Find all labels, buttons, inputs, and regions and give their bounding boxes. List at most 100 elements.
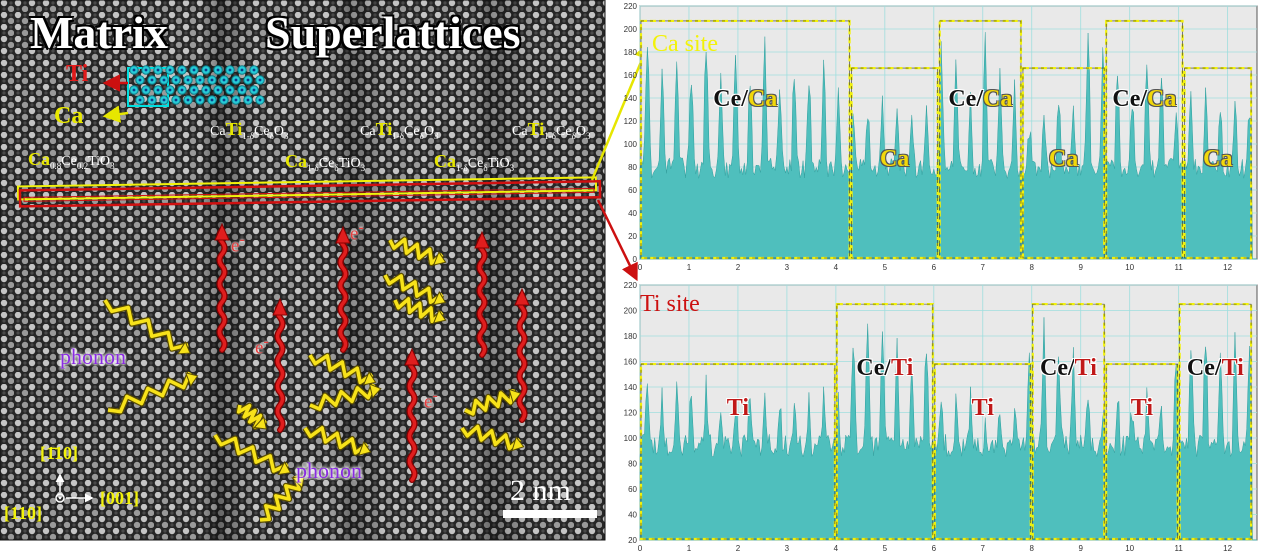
region-label-element: Ti xyxy=(726,395,750,421)
region-label: Ce/Ti xyxy=(1187,356,1244,380)
superlattices-title: Superlattices xyxy=(265,7,521,58)
y-tick-label: 100 xyxy=(624,434,638,443)
region-label: Ca xyxy=(880,147,909,171)
model-atom-core xyxy=(240,88,244,92)
model-atom-core xyxy=(246,78,250,82)
electron-path-core xyxy=(275,303,285,432)
region-label-slash: / xyxy=(1214,355,1222,381)
intensity-area xyxy=(639,317,1257,541)
direction-up-label: [1̄10] xyxy=(40,443,78,463)
region-label-element: Ti xyxy=(1074,355,1097,381)
y-tick-label: 140 xyxy=(624,94,638,103)
region-label: Ca xyxy=(1049,147,1078,171)
model-atom-core xyxy=(240,68,244,72)
phonon-path-core xyxy=(213,434,289,473)
electron-path-core xyxy=(407,353,417,482)
x-tick-label: 3 xyxy=(785,544,790,553)
phonon-arrowhead xyxy=(176,340,191,355)
x-tick-label: 11 xyxy=(1174,544,1183,553)
electron-path-core xyxy=(217,228,227,352)
model-atom-core xyxy=(210,98,214,102)
phonon-arrowhead xyxy=(368,383,382,399)
model-atom-core xyxy=(156,88,160,92)
y-tick-label: 220 xyxy=(624,281,638,290)
region-label-element: Ca xyxy=(1147,86,1177,112)
phonon-arrowhead xyxy=(291,475,305,489)
y-tick-label: 20 xyxy=(628,232,637,241)
electron-path-core xyxy=(338,231,348,352)
region-label-element: Ca xyxy=(982,86,1013,112)
region-label-ce: Ce xyxy=(1040,355,1068,381)
phonon-arrowhead xyxy=(358,440,372,456)
ca-site-label: Ca site xyxy=(652,31,718,57)
phonon-paths xyxy=(102,236,525,523)
ca-legend-arrow xyxy=(102,105,129,123)
x-tick-label: 9 xyxy=(1078,263,1083,272)
x-tick-label: 7 xyxy=(981,263,986,272)
electron-path-core xyxy=(477,236,487,357)
region-label-element: Ti xyxy=(1130,395,1154,421)
phonon-path-core xyxy=(383,274,444,305)
phonon-path-core xyxy=(259,475,301,522)
x-tick-label: 1 xyxy=(687,544,692,553)
phonon-label-1: phonon xyxy=(60,344,126,369)
phonon-path-core xyxy=(303,426,369,455)
direction-axes xyxy=(55,473,94,503)
model-atom-core xyxy=(234,78,238,82)
phonon-arrowhead xyxy=(253,416,268,430)
ti-site-composition-1: CaTi1-δCeδO3 xyxy=(210,119,289,141)
y-tick-label: 0 xyxy=(633,255,638,264)
region-label-ce: Ce xyxy=(1112,86,1141,112)
model-atom-core xyxy=(222,78,226,82)
region-label-element: Ca xyxy=(1048,146,1079,172)
region-label-slash: / xyxy=(1140,86,1148,112)
electron-path-core xyxy=(517,293,527,422)
x-tick-label: 10 xyxy=(1125,544,1134,553)
region-label-ce: Ce xyxy=(856,355,885,381)
model-atom-core xyxy=(216,88,220,92)
region-box-outline xyxy=(1032,303,1105,540)
region-label-ce: Ce xyxy=(948,86,977,112)
x-tick-label: 0 xyxy=(638,263,643,272)
model-atom-core xyxy=(132,68,136,72)
model-atom-core xyxy=(258,98,262,102)
y-tick-label: 40 xyxy=(628,209,637,218)
region-box-outline xyxy=(1105,363,1178,540)
model-atom-core xyxy=(204,68,208,72)
phonon-path-core xyxy=(308,353,374,385)
phonon-path-core xyxy=(103,299,189,351)
electron-arrowhead xyxy=(474,230,490,249)
model-atom-core xyxy=(174,98,178,102)
x-tick-label: 4 xyxy=(834,544,839,553)
x-tick-label: 1 xyxy=(687,263,692,272)
x-tick-label: 12 xyxy=(1223,544,1232,553)
region-box xyxy=(1021,66,1106,260)
x-tick-label: 7 xyxy=(981,544,986,553)
model-atom-core xyxy=(258,78,262,82)
y-tick-label: 200 xyxy=(624,307,638,316)
model-atom-core xyxy=(198,98,202,102)
phonon-path-core xyxy=(393,297,444,324)
y-tick-label: 80 xyxy=(628,163,637,172)
region-box-outline xyxy=(836,303,934,540)
y-tick-label: 120 xyxy=(624,117,638,126)
ti-site-composition-3: CaTi1-δCeδO3 xyxy=(512,119,591,141)
x-tick-label: 9 xyxy=(1078,544,1083,553)
matrix-title: Matrix xyxy=(30,7,168,58)
x-tick-label: 6 xyxy=(932,544,937,553)
y-tick-label: 140 xyxy=(624,383,638,392)
y-tick-label: 160 xyxy=(624,71,638,80)
y-tick-label: 120 xyxy=(624,409,638,418)
y-tick-label: 60 xyxy=(628,485,637,494)
model-atom-core xyxy=(228,88,232,92)
model-atom-core xyxy=(180,68,184,72)
region-box-outline xyxy=(851,67,939,259)
ca-site-composition-2: Ca1-δCeδTiO3 xyxy=(434,151,515,173)
model-atom-core xyxy=(156,68,160,72)
x-tick-label: 5 xyxy=(883,544,888,553)
model-atom-core xyxy=(186,78,190,82)
region-label: Ca xyxy=(1203,147,1232,171)
y-tick-label: 180 xyxy=(624,48,638,57)
region-label: Ce/Ca xyxy=(713,87,777,111)
